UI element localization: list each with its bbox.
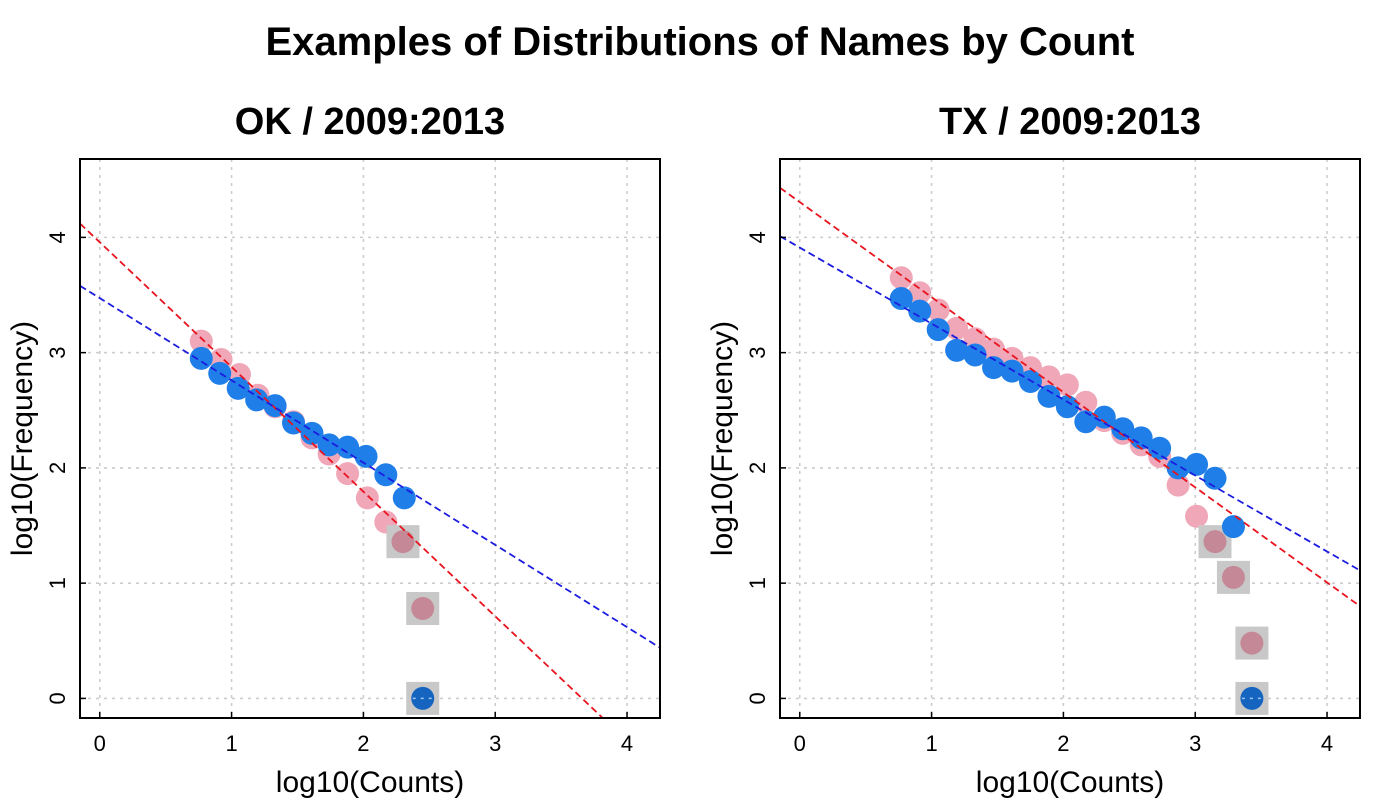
y-tick-label: 3 [45, 347, 70, 359]
data-point-pink [982, 337, 1006, 361]
data-layer [780, 187, 1360, 715]
y-tick-label: 4 [45, 231, 70, 243]
data-point-blue [245, 388, 269, 412]
x-tick-label: 3 [489, 731, 501, 756]
main-title: Examples of Distributions of Names by Co… [265, 20, 1135, 64]
data-point-blue [282, 411, 306, 435]
y-tick-label: 2 [45, 462, 70, 474]
plot-frame [79, 158, 661, 719]
data-point-blue [1185, 452, 1209, 476]
y-tick-label: 1 [745, 577, 770, 589]
data-point-blue [908, 299, 932, 323]
x-axis-label: log10(Counts) [276, 766, 464, 799]
plot-frame [779, 158, 1361, 719]
data-point-blue [963, 343, 987, 367]
data-point-blue [1037, 384, 1061, 408]
data-point-pink [355, 486, 379, 510]
x-tick-label: 3 [1189, 731, 1201, 756]
x-tick-label: 2 [1057, 731, 1069, 756]
fit-line-red [780, 187, 1360, 607]
y-tick-label: 3 [745, 347, 770, 359]
data-point-pink [336, 462, 360, 486]
x-tick-label: 1 [225, 731, 237, 756]
data-point-pink [1037, 365, 1061, 389]
data-point-blue [263, 394, 287, 418]
data-point-blue [926, 318, 950, 342]
x-tick-label: 0 [94, 731, 106, 756]
data-point-pink [889, 266, 913, 290]
data-point-blue [1111, 417, 1135, 441]
data-point-pink [1221, 565, 1245, 589]
data-point-pink [1203, 530, 1227, 554]
data-point-pink [1074, 390, 1098, 414]
y-axis-label: log10(Frequency) [6, 321, 39, 556]
data-point-blue [982, 356, 1006, 380]
data-point-blue [374, 463, 398, 487]
data-point-blue [889, 286, 913, 310]
data-point-pink [1185, 504, 1209, 528]
fit-line-blue [780, 235, 1360, 572]
data-point-pink [1240, 631, 1264, 655]
panel-2: 0 1 2 3 4 0 1 2 3 4 TX / 2009:2013 log10(Counts) log… [706, 101, 1361, 799]
data-point-blue [354, 444, 378, 468]
data-point-pink [391, 530, 415, 554]
data-point-blue [208, 361, 232, 385]
data-point-blue [1092, 405, 1116, 429]
data-point-pink [189, 329, 213, 353]
y-axis-label: log10(Frequency) [706, 321, 739, 556]
y-tick-label: 0 [45, 692, 70, 704]
data-point-blue [317, 433, 341, 457]
data-point-blue [1000, 359, 1024, 383]
data-point-blue [1074, 410, 1098, 434]
data-point-pink [926, 298, 950, 322]
data-point-blue [1055, 395, 1079, 419]
x-axis-label: log10(Counts) [976, 766, 1164, 799]
data-point-pink [908, 281, 932, 305]
data-point-blue [336, 435, 360, 459]
data-layer [80, 222, 660, 718]
y-tick-label: 2 [745, 462, 770, 474]
data-point-blue [226, 376, 250, 400]
data-point-blue [392, 486, 416, 510]
panel-title: OK / 2009:2013 [235, 101, 505, 143]
data-point-blue [189, 346, 213, 370]
x-tick-label: 1 [925, 731, 937, 756]
x-tick-label: 4 [621, 731, 633, 756]
data-point-blue [1221, 515, 1245, 539]
fit-line-red [80, 222, 605, 718]
fit-line-blue [80, 285, 660, 649]
data-point-blue [1148, 436, 1172, 460]
y-tick-label: 4 [745, 231, 770, 243]
y-tick-label: 1 [45, 577, 70, 589]
y-tick-label: 0 [745, 692, 770, 704]
panel-1: 0 1 2 3 4 0 1 2 3 4 OK / 2009:2013 log10(Counts) log… [6, 101, 661, 799]
x-tick-label: 0 [794, 731, 806, 756]
data-point-pink [945, 316, 969, 340]
x-tick-label: 2 [357, 731, 369, 756]
x-tick-label: 4 [1321, 731, 1333, 756]
data-point-pink [411, 597, 435, 621]
data-point-blue [945, 338, 969, 362]
panel-title: TX / 2009:2013 [939, 101, 1201, 143]
data-point-blue [1129, 426, 1153, 450]
